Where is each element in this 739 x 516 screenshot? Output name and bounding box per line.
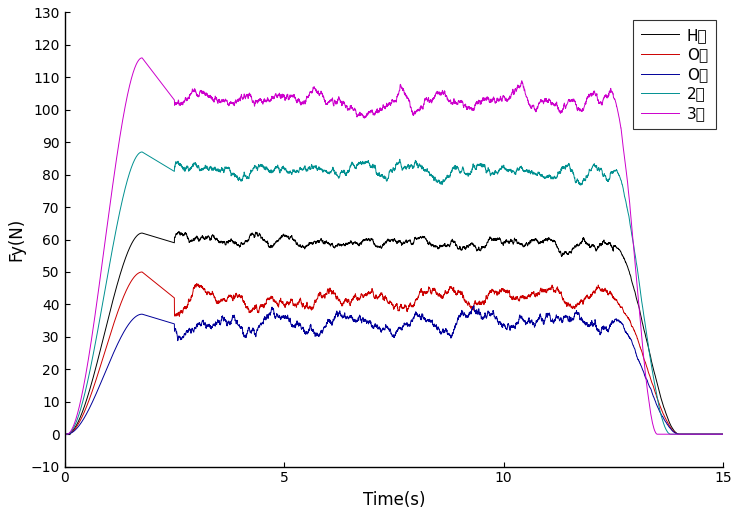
O사 xyxy=(602,324,610,330)
3번 xyxy=(180,98,188,104)
H사 xyxy=(602,241,610,247)
H사 xyxy=(174,229,183,235)
3번 xyxy=(602,93,610,100)
Y-axis label: Fy(N): Fy(N) xyxy=(7,218,25,261)
3번 xyxy=(719,431,728,437)
O사 xyxy=(602,288,610,294)
O사 xyxy=(137,269,146,275)
3번 xyxy=(552,101,561,107)
O사 xyxy=(719,431,728,437)
O사 xyxy=(488,308,497,314)
3번 xyxy=(488,96,497,103)
H사 xyxy=(60,431,69,437)
3번 xyxy=(653,431,662,437)
O사 xyxy=(180,304,188,310)
O사 xyxy=(312,332,321,338)
H사 xyxy=(312,239,321,245)
H사 xyxy=(455,244,464,250)
O사 xyxy=(180,331,188,337)
Line: O사: O사 xyxy=(64,306,723,434)
2번 xyxy=(180,165,188,171)
Line: 3번: 3번 xyxy=(64,58,723,434)
2번 xyxy=(552,174,561,181)
H사 xyxy=(180,231,188,237)
3번 xyxy=(312,89,321,95)
O사 xyxy=(60,431,69,437)
O사 xyxy=(719,431,728,437)
O사 xyxy=(552,312,561,318)
2번 xyxy=(455,169,464,175)
H사 xyxy=(552,241,561,248)
Legend: H사, O사, O사, 2번, 3번: H사, O사, O사, 2번, 3번 xyxy=(633,20,715,128)
2번 xyxy=(488,170,497,176)
O사 xyxy=(455,313,464,319)
O사 xyxy=(552,286,561,293)
Line: H사: H사 xyxy=(64,232,723,434)
2번 xyxy=(312,165,321,171)
O사 xyxy=(675,431,684,437)
3번 xyxy=(60,431,69,437)
3번 xyxy=(455,99,464,105)
O사 xyxy=(312,296,321,302)
3번 xyxy=(137,55,146,61)
X-axis label: Time(s): Time(s) xyxy=(363,491,425,509)
H사 xyxy=(488,236,497,243)
Line: O사: O사 xyxy=(64,272,723,434)
O사 xyxy=(60,431,69,437)
H사 xyxy=(719,431,728,437)
O사 xyxy=(469,303,478,309)
O사 xyxy=(455,288,464,295)
2번 xyxy=(137,149,146,155)
Line: 2번: 2번 xyxy=(64,152,723,434)
O사 xyxy=(488,287,497,294)
2번 xyxy=(60,431,69,437)
2번 xyxy=(719,431,728,437)
2번 xyxy=(602,176,610,183)
